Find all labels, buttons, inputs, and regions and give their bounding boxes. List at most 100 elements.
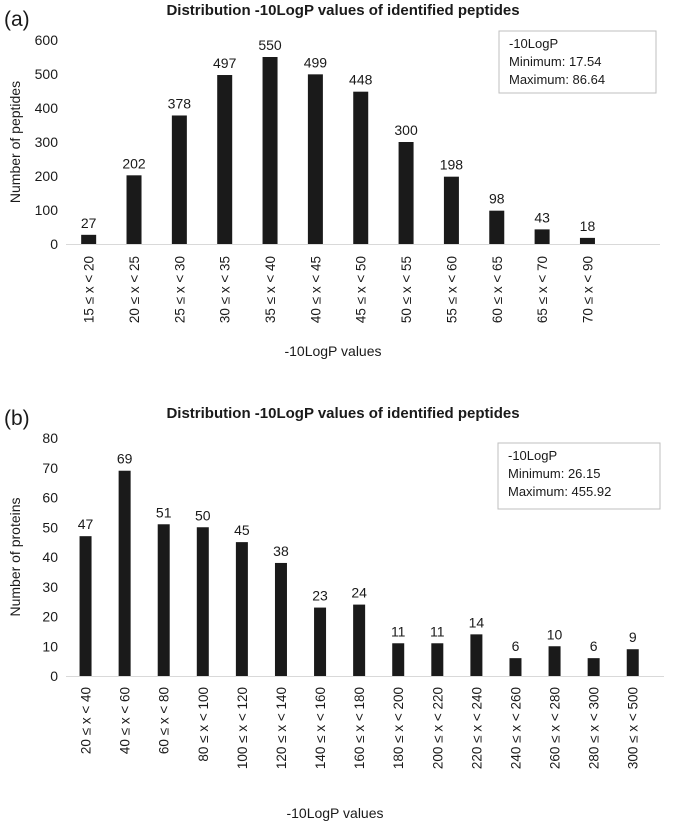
y-axis-title: Number of peptides (7, 81, 23, 203)
y-tick-label: 50 (42, 519, 58, 535)
bar-value-label: 45 (234, 522, 250, 538)
x-tick-label: 15 ≤ x < 20 (82, 256, 97, 323)
bar-value-label: 51 (156, 504, 172, 520)
x-tick-label: 50 ≤ x < 55 (399, 256, 414, 323)
bar (171, 115, 187, 244)
bar-value-label: 43 (534, 209, 550, 225)
bar-value-label: 14 (469, 614, 485, 630)
bar (217, 75, 233, 245)
bar-value-label: 9 (629, 629, 637, 645)
chart-title: Distribution -10LogP values of identifie… (166, 2, 519, 19)
legend-line: Minimum: 26.15 (508, 466, 600, 481)
bar-value-label: 10 (547, 626, 563, 642)
x-tick-label: 260 ≤ x < 280 (548, 687, 563, 769)
bar-value-label: 6 (512, 638, 520, 654)
x-tick-label: 20 ≤ x < 40 (79, 687, 94, 754)
x-tick-label: 40 ≤ x < 45 (308, 256, 323, 323)
y-tick-label: 200 (35, 168, 59, 184)
x-tick-label: 200 ≤ x < 220 (430, 687, 445, 769)
legend-title: -10LogP (509, 36, 558, 51)
bar-value-label: 448 (349, 72, 373, 88)
x-tick-label: 220 ≤ x < 240 (469, 687, 484, 769)
bar (398, 142, 414, 244)
bar (118, 470, 131, 676)
bar (196, 527, 209, 676)
panel-label: (b) (4, 407, 30, 430)
y-tick-label: 100 (35, 202, 59, 218)
legend-title: -10LogP (508, 448, 557, 463)
x-tick-label: 60 ≤ x < 65 (490, 256, 505, 323)
y-tick-label: 10 (42, 638, 58, 654)
bar (235, 542, 248, 676)
bar-value-label: 550 (258, 37, 282, 53)
bar-value-label: 378 (168, 95, 192, 111)
x-tick-label: 160 ≤ x < 180 (352, 687, 367, 769)
bar-value-label: 300 (394, 122, 418, 138)
legend-frame (498, 30, 657, 94)
x-tick-label: 70 ≤ x < 90 (580, 256, 595, 323)
bar (579, 237, 595, 244)
bar-value-label: 98 (489, 191, 505, 207)
bar-value-label: 499 (304, 54, 328, 70)
bar (489, 210, 505, 244)
x-tick-label: 180 ≤ x < 200 (391, 687, 406, 769)
legend-line: Maximum: 455.92 (508, 484, 611, 499)
legend-line: Minimum: 17.54 (509, 54, 601, 69)
bar (262, 57, 278, 244)
y-tick-label: 0 (50, 236, 58, 252)
bar-value-label: 38 (273, 543, 289, 559)
x-tick-label: 80 ≤ x < 100 (196, 687, 211, 762)
x-tick-label: 25 ≤ x < 30 (172, 256, 187, 323)
bar (274, 562, 287, 676)
bar (431, 643, 444, 676)
bar (548, 646, 561, 676)
x-tick-label: 100 ≤ x < 120 (235, 687, 250, 769)
x-tick-label: 280 ≤ x < 300 (587, 687, 602, 769)
bar (587, 658, 600, 676)
x-tick-label: 60 ≤ x < 80 (157, 687, 172, 754)
bar (126, 175, 142, 244)
bar-value-label: 497 (213, 55, 237, 71)
bar (79, 536, 92, 676)
bar (314, 607, 327, 676)
bar (470, 634, 483, 676)
y-tick-label: 30 (42, 579, 58, 595)
bar-value-label: 6 (590, 638, 598, 654)
bar-value-label: 11 (391, 623, 406, 639)
bar (81, 234, 97, 244)
bar (157, 524, 170, 676)
y-tick-label: 60 (42, 490, 58, 506)
bar-value-label: 69 (117, 451, 133, 467)
bar-value-label: 198 (440, 157, 464, 173)
bar (392, 643, 405, 676)
bar-value-label: 11 (430, 623, 445, 639)
legend-box: -10LogP Minimum: 26.15 Maximum: 455.92 (497, 442, 661, 510)
bar (443, 176, 459, 244)
y-tick-label: 300 (35, 134, 59, 150)
legend-box: -10LogP Minimum: 17.54 Maximum: 86.64 (498, 30, 657, 94)
bar-value-label: 27 (81, 215, 97, 231)
x-axis-title: -10LogP values (286, 805, 383, 821)
y-tick-label: 0 (50, 668, 58, 684)
bar (509, 658, 522, 676)
panel-label: (a) (4, 8, 30, 31)
x-tick-label: 30 ≤ x < 35 (218, 256, 233, 323)
bar-value-label: 202 (122, 155, 146, 171)
bar (626, 649, 639, 676)
x-tick-label: 120 ≤ x < 140 (274, 687, 289, 769)
y-tick-label: 600 (35, 32, 59, 48)
y-axis-title: Number of proteins (7, 497, 23, 616)
bar-value-label: 23 (312, 588, 328, 604)
x-axis-title: -10LogP values (284, 343, 381, 359)
bar-value-label: 24 (351, 585, 367, 601)
x-tick-label: 55 ≤ x < 60 (444, 256, 459, 323)
y-tick-label: 40 (42, 549, 58, 565)
bar (534, 229, 550, 244)
y-tick-label: 80 (42, 430, 58, 446)
bar (353, 91, 369, 245)
legend-line: Maximum: 86.64 (509, 72, 605, 87)
x-tick-label: 35 ≤ x < 40 (263, 256, 278, 323)
y-tick-label: 400 (35, 100, 59, 116)
chart-panel-a: (a) Distribution -10LogP values of identi… (4, 2, 660, 359)
